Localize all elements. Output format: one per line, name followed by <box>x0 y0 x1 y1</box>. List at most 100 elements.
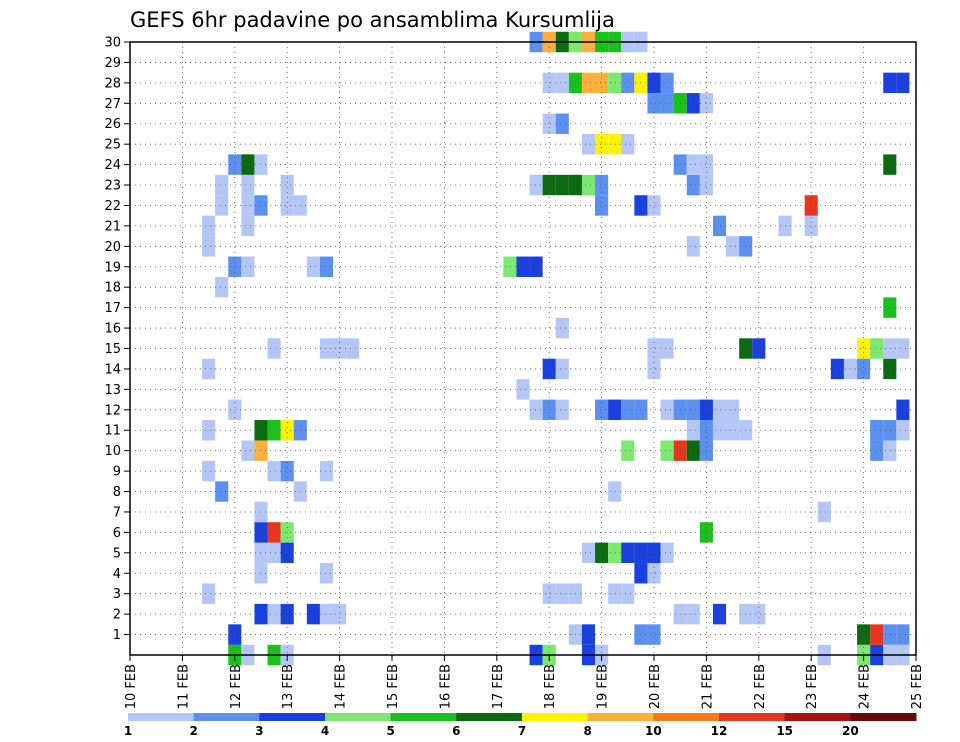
x-tick-label: 13 FEB <box>281 664 296 709</box>
heatmap-cell <box>870 338 884 359</box>
heatmap-cell <box>581 174 596 196</box>
heatmap-cell <box>241 440 255 461</box>
heatmap-cell <box>883 72 897 94</box>
heatmap-cell <box>857 624 871 645</box>
heatmap-cell <box>241 215 255 237</box>
heatmap-cell <box>516 256 530 277</box>
heatmap-cell <box>542 358 556 380</box>
heatmap-cell <box>516 379 530 400</box>
heatmap-cell <box>896 72 910 94</box>
heatmap-cell <box>647 338 661 359</box>
heatmap-cell <box>215 174 229 196</box>
heatmap-cell <box>699 440 713 461</box>
heatmap-cell <box>319 460 334 482</box>
heatmap-cell <box>621 72 635 94</box>
heatmap-cell <box>202 420 216 441</box>
y-tick-label: 25 <box>104 138 121 153</box>
chart-title: GEFS 6hr padavine po ansamblima Kursumli… <box>130 8 615 32</box>
colorbar-label: 7 <box>518 724 526 738</box>
heatmap-cell <box>267 522 281 543</box>
heatmap-cell <box>202 215 216 237</box>
colorbar-label: 6 <box>452 724 460 738</box>
heatmap-cell <box>712 420 727 441</box>
heatmap-cell <box>712 399 727 421</box>
heatmap-cell <box>883 154 897 175</box>
y-tick-label: 4 <box>113 567 121 582</box>
heatmap-cell <box>346 338 360 359</box>
heatmap-cell <box>241 174 255 196</box>
heatmap-cell <box>280 460 294 482</box>
heatmap-cell <box>542 399 556 421</box>
colorbar-label: 3 <box>255 724 263 738</box>
heatmap-cell <box>202 236 216 257</box>
x-tick-label: 11 FEB <box>176 664 191 709</box>
heatmap-cell <box>542 583 556 604</box>
heatmap-cell <box>215 195 229 216</box>
y-tick-label: 2 <box>113 608 121 623</box>
heatmap-cell <box>228 624 242 645</box>
heatmap-cell <box>280 195 294 216</box>
heatmap-cell <box>857 358 871 380</box>
heatmap-cell <box>896 338 910 359</box>
y-tick-label: 7 <box>113 505 121 520</box>
heatmap-cell <box>581 542 596 564</box>
heatmap-cell <box>883 420 897 441</box>
heatmap-cell <box>896 420 910 441</box>
x-tick-label: 14 FEB <box>334 664 349 709</box>
heatmap-cell <box>228 399 242 421</box>
x-tick-label: 24 FEB <box>858 664 873 709</box>
y-tick-label: 21 <box>104 219 121 234</box>
colorbar-label: 12 <box>711 724 728 738</box>
heatmap-cell <box>306 256 320 277</box>
heatmap-cell <box>621 399 635 421</box>
heatmap-cell <box>529 174 543 196</box>
y-tick-label: 13 <box>104 383 121 398</box>
y-tick-label: 22 <box>104 199 121 214</box>
colorbar-label: 2 <box>189 724 197 738</box>
heatmap-cell <box>699 420 713 441</box>
colorbar-swatch <box>587 713 654 721</box>
heatmap-cell <box>699 93 713 114</box>
colorbar-label: 15 <box>776 724 793 738</box>
heatmap-cell <box>621 440 635 461</box>
heatmap-cell <box>319 338 334 359</box>
y-tick-label: 24 <box>104 158 121 173</box>
heatmap-cell <box>870 440 884 461</box>
colorbar-legend: 1 2 3 4 5 6 7 8 10 12 15 20 <box>124 713 917 738</box>
y-tick-label: 16 <box>104 322 121 337</box>
heatmap-cell <box>870 624 884 645</box>
y-tick-label: 3 <box>113 587 121 602</box>
x-tick-label: 21 FEB <box>700 664 715 709</box>
heatmap-cell <box>581 624 596 645</box>
heatmap-cell <box>542 113 556 134</box>
y-tick-label: 9 <box>113 465 121 480</box>
heatmap-cell <box>752 338 766 359</box>
heatmap-cell <box>647 195 661 216</box>
heatmap-cell <box>726 420 740 441</box>
colorbar-swatch <box>719 713 786 721</box>
heatmap-cell <box>267 460 281 482</box>
heatmap-cell <box>883 358 897 380</box>
x-tick-label: 12 FEB <box>229 664 244 709</box>
heatmap-cell <box>660 399 674 421</box>
plot-frame <box>129 41 917 656</box>
colorbar-swatch <box>325 713 392 721</box>
x-axis-ticks: 10 FEB 11 FEB 12 FEB 13 FEB 14 FEB 15 FEB 16 F… <box>124 655 925 709</box>
colorbar-label: 8 <box>583 724 591 738</box>
heatmap-cell <box>608 72 622 94</box>
y-tick-label: 28 <box>104 76 121 91</box>
heatmap-cell <box>712 603 727 625</box>
heatmap-cell <box>555 399 569 421</box>
heatmap-cell <box>595 133 609 155</box>
heatmap-cell <box>830 358 844 380</box>
x-tick-label: 15 FEB <box>386 664 401 709</box>
heatmap-cell <box>503 256 517 277</box>
heatmap-cell <box>581 72 596 94</box>
colorbar-label: 20 <box>842 724 859 738</box>
heatmap-cell <box>267 338 281 359</box>
x-tick-label: 19 FEB <box>596 664 611 709</box>
heatmap-cell <box>726 399 740 421</box>
heatmap-cell <box>202 358 216 380</box>
heatmap-cell <box>660 542 674 564</box>
